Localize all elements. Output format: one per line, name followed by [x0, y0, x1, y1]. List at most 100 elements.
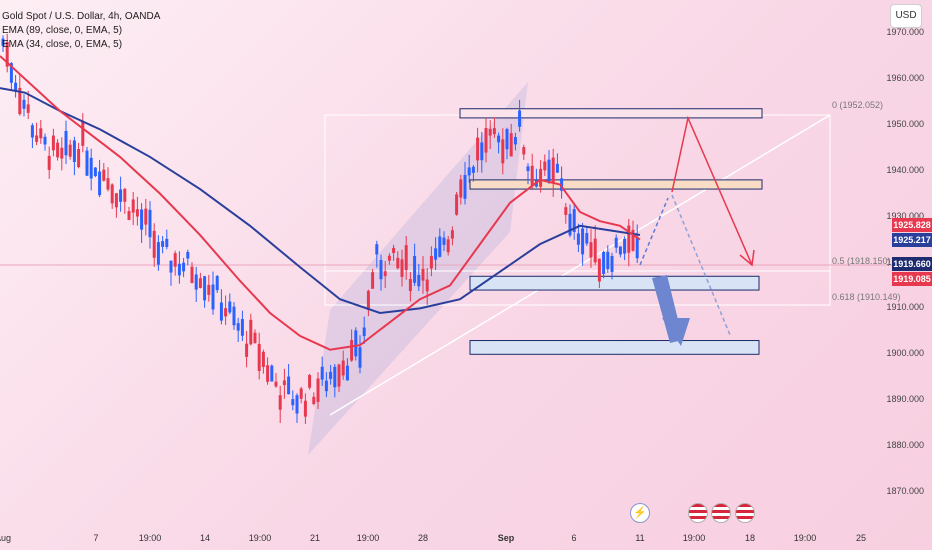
x-tick-label: 19:00: [682, 533, 706, 543]
x-tick-label: Aug: [0, 533, 12, 543]
candle-body: [446, 239, 450, 253]
candle-body: [547, 159, 551, 183]
candle-body: [182, 262, 186, 272]
candle-body: [22, 99, 26, 109]
candle-body: [64, 130, 68, 156]
candle-body: [30, 125, 34, 138]
zone-box: [469, 275, 760, 291]
price-tag-ema89: 1925.217: [892, 233, 932, 247]
zone-box: [459, 108, 763, 119]
candle-body: [459, 179, 463, 198]
candle-body: [463, 174, 467, 199]
candle-body: [358, 347, 362, 368]
candle-body: [198, 278, 202, 288]
candle-body: [635, 237, 639, 259]
us-flag-icon[interactable]: [688, 503, 708, 523]
candle-body: [203, 276, 207, 301]
x-tick-label: 19:00: [356, 533, 380, 543]
candle-body: [614, 237, 618, 248]
candle-body: [303, 400, 307, 417]
legend: Gold Spot / U.S. Dollar, 4h, OANDA EMA (…: [2, 10, 160, 52]
candle-body: [110, 184, 114, 204]
candle-body: [585, 233, 589, 244]
candle-body: [85, 150, 89, 176]
projection-down-dashed: [671, 194, 731, 336]
candle-body: [438, 236, 442, 257]
x-tick-label: 21: [309, 533, 321, 543]
x-tick-label: 19:00: [793, 533, 817, 543]
candle-body: [539, 168, 543, 187]
candle-body: [131, 199, 135, 213]
zone-box: [469, 340, 760, 355]
candle-body: [400, 259, 404, 277]
us-flag-icon[interactable]: [735, 503, 755, 523]
currency-button[interactable]: USD: [890, 4, 922, 28]
candle-body: [522, 147, 526, 155]
candle-body: [492, 128, 496, 135]
candle-body: [543, 161, 547, 171]
x-tick-label: Sep: [497, 533, 515, 543]
candle-body: [39, 128, 43, 139]
price-tag-ema34: 1925.828: [892, 218, 932, 232]
candle-body: [43, 136, 47, 145]
candle-body: [417, 274, 421, 287]
candle-body: [106, 178, 110, 190]
candle-body: [425, 279, 429, 292]
candle-body: [26, 104, 30, 113]
y-tick-label: 1970.000: [886, 27, 924, 37]
candle-body: [312, 396, 316, 405]
candle-body: [606, 251, 610, 269]
candle-body: [127, 211, 131, 220]
candle-body: [379, 260, 383, 280]
candle-body: [593, 238, 597, 263]
candle-body: [240, 319, 244, 336]
zone-box: [469, 179, 763, 190]
y-tick-label: 1890.000: [886, 394, 924, 405]
x-tick-label: 28: [417, 533, 429, 543]
candle-body: [623, 238, 627, 254]
candle-body: [5, 41, 9, 67]
ema-34-line: [0, 55, 641, 351]
candle-body: [194, 274, 198, 290]
candle-body: [618, 246, 622, 255]
candle-body: [152, 230, 156, 258]
candle-body: [173, 253, 177, 267]
candle-body: [282, 380, 286, 386]
candle-body: [1, 38, 5, 46]
candle-body: [236, 323, 240, 331]
y-tick-label: 1960.000: [886, 72, 924, 83]
candle-body: [518, 110, 522, 127]
candle-body: [144, 208, 148, 225]
candle-body: [60, 147, 64, 159]
candle-body: [396, 257, 400, 269]
candle-body: [602, 251, 606, 274]
x-tick-label: 6: [571, 533, 577, 543]
candle-body: [274, 381, 278, 387]
price-tag-last: 1919.660: [892, 257, 932, 271]
candle-body: [249, 319, 253, 345]
candle-body: [371, 272, 375, 289]
candle-body: [9, 63, 13, 83]
us-flag-icon[interactable]: [711, 503, 731, 523]
candle-body: [35, 135, 39, 142]
y-tick-label: 1870.000: [886, 486, 924, 496]
candle-body: [484, 127, 488, 153]
candle-body: [597, 258, 601, 282]
x-tick-label: 19:00: [138, 533, 162, 543]
legend-ema-34: EMA (34, close, 0, EMA, 5): [2, 39, 123, 50]
candle-body: [476, 137, 480, 161]
candle-body: [266, 365, 270, 382]
x-tick-label: 7: [93, 533, 99, 543]
x-tick-label: 18: [744, 533, 756, 543]
candle-body: [375, 244, 379, 255]
flash-icon[interactable]: ⚡: [630, 503, 650, 523]
candle-body: [530, 165, 534, 186]
candle-body: [119, 189, 123, 202]
candle-body: [135, 209, 139, 217]
candle-body: [408, 279, 412, 292]
candle-body: [51, 135, 55, 151]
candle-body: [140, 209, 144, 230]
trend-line: [329, 114, 831, 416]
